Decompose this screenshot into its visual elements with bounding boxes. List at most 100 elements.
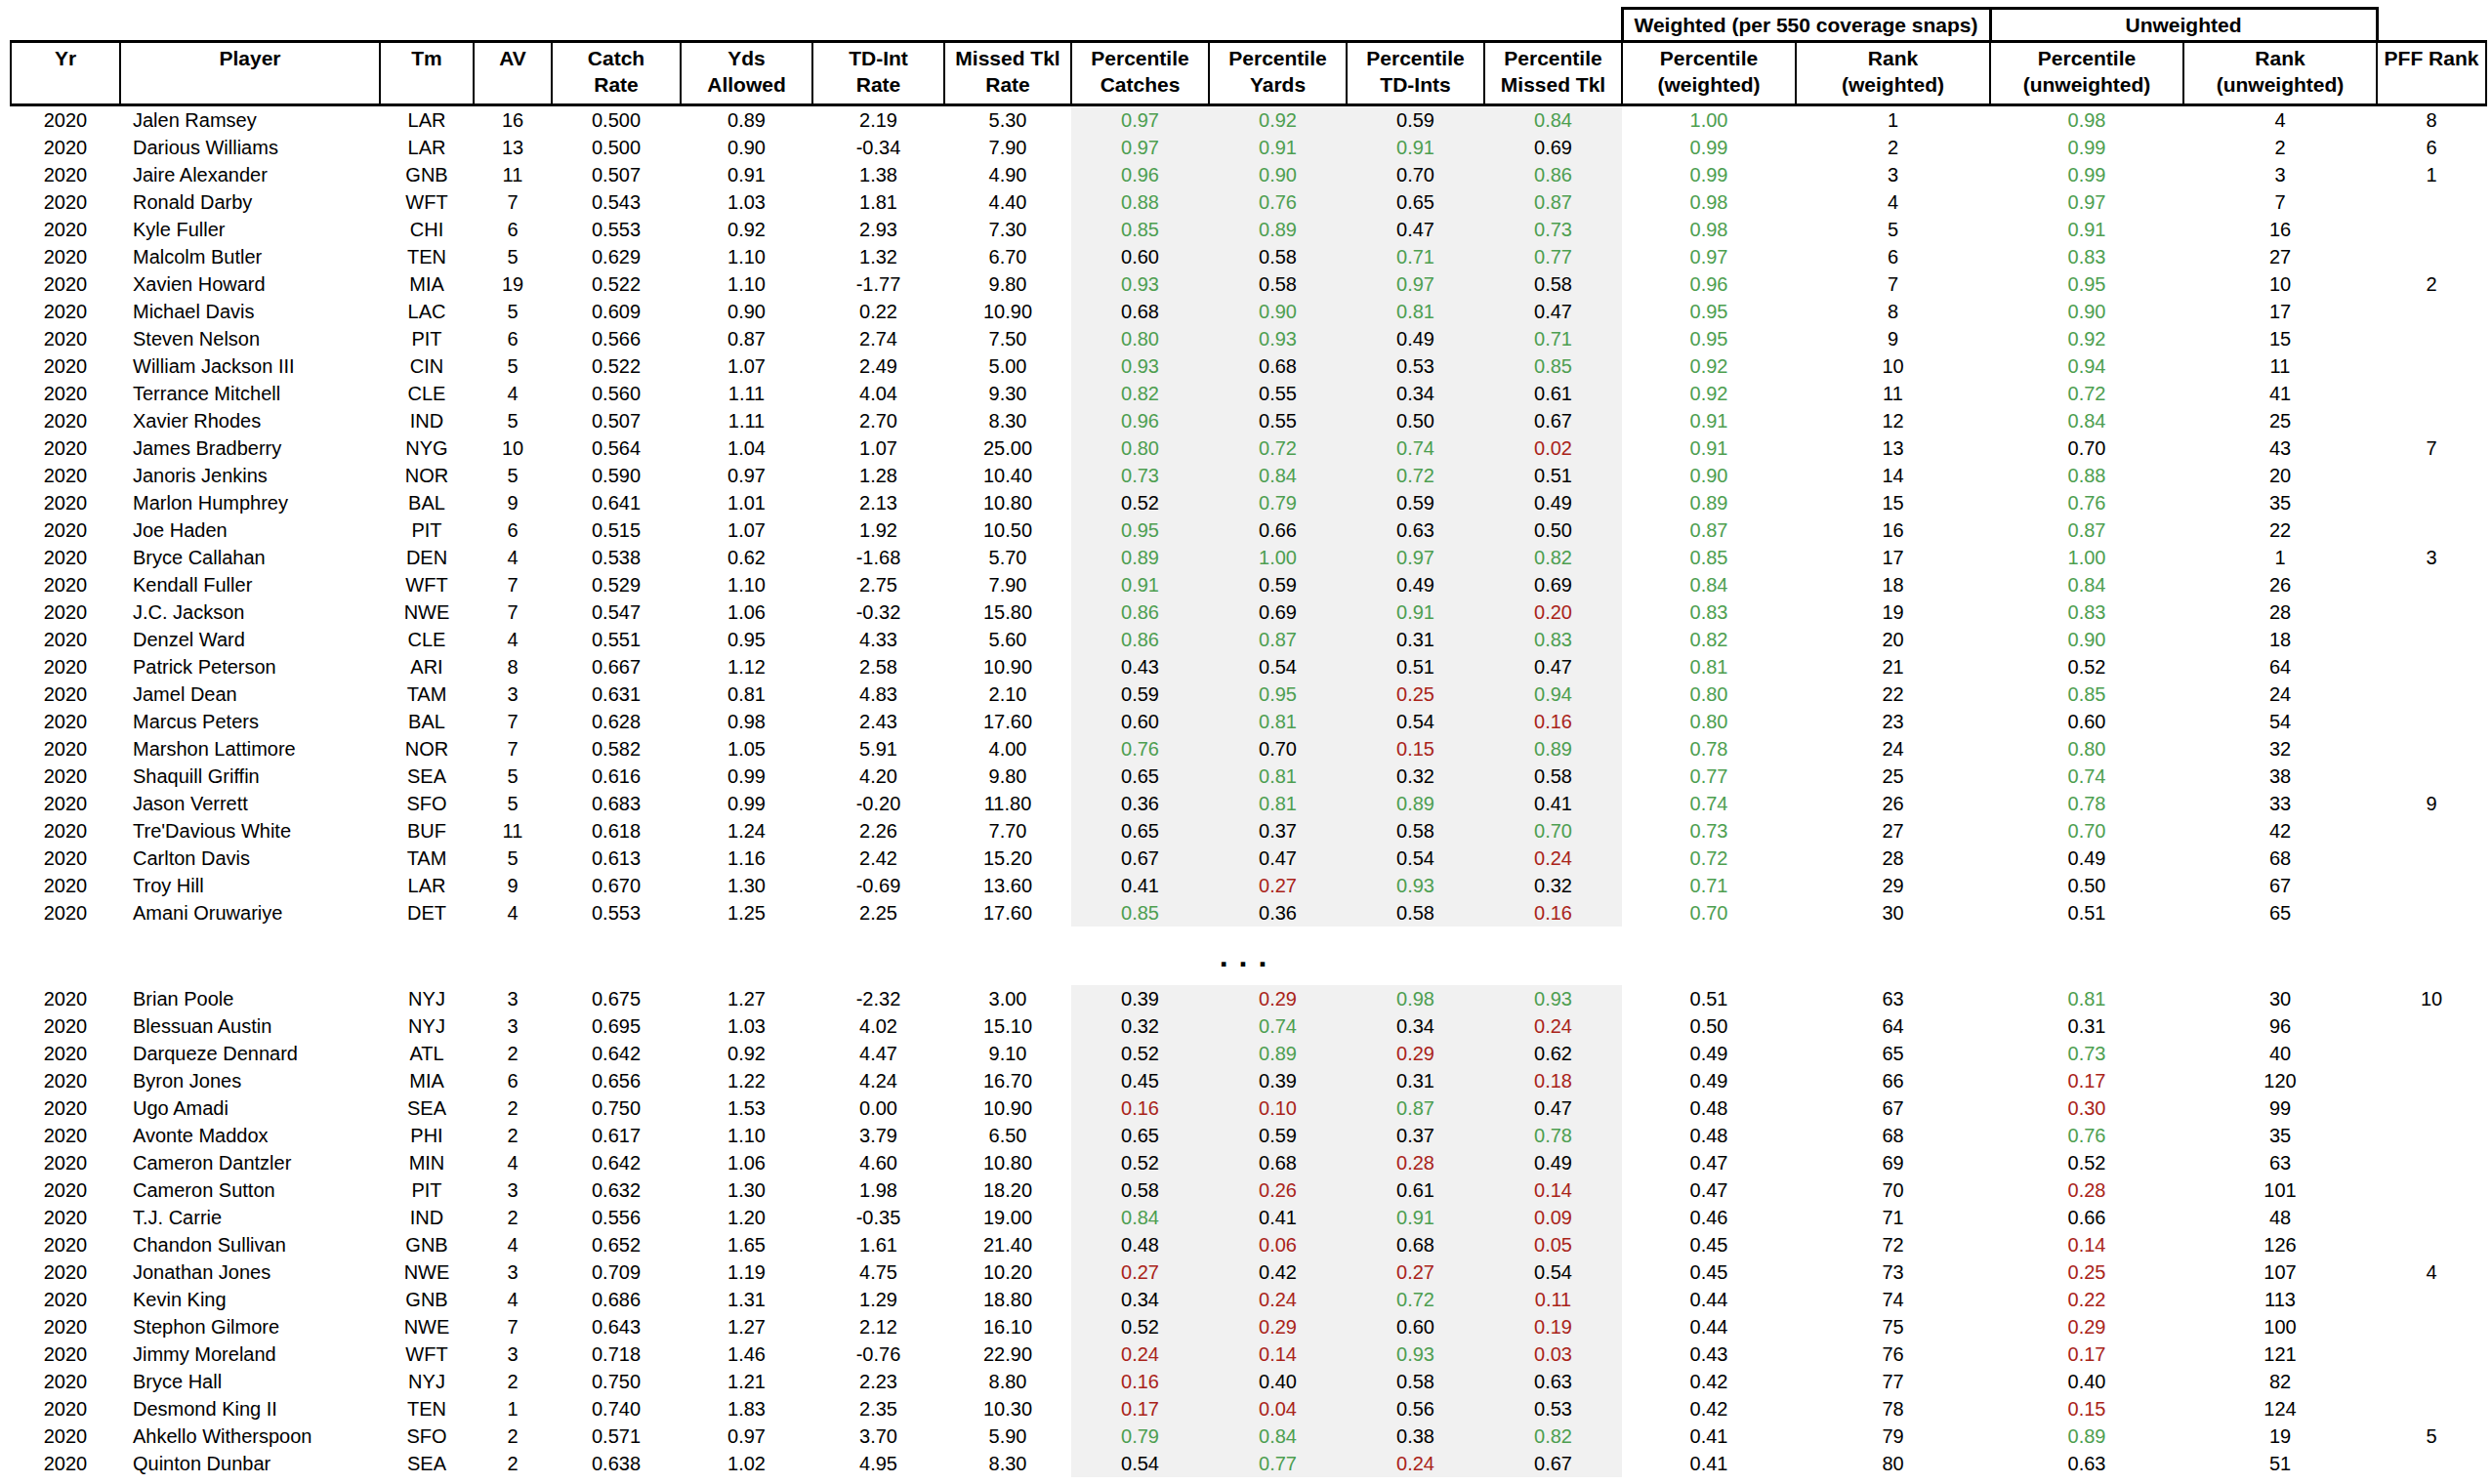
cell-player: Jamel Dean bbox=[120, 680, 380, 708]
cell-td-int-rate: -0.76 bbox=[812, 1340, 944, 1368]
cell-rank-weighted: 63 bbox=[1796, 985, 1990, 1012]
cell-catch-rate: 0.618 bbox=[552, 817, 681, 845]
cell-catch-rate: 0.500 bbox=[552, 105, 681, 135]
cell-pct-missed-tkl: 0.32 bbox=[1484, 872, 1622, 899]
cell-td-int-rate: 2.43 bbox=[812, 708, 944, 735]
cell-td-int-rate: 2.75 bbox=[812, 571, 944, 598]
cell-pct-yards: 0.27 bbox=[1209, 872, 1347, 899]
cell-player: Stephon Gilmore bbox=[120, 1313, 380, 1340]
cell-av: 7 bbox=[474, 708, 552, 735]
cell-av: 5 bbox=[474, 352, 552, 380]
cell-av: 4 bbox=[474, 899, 552, 927]
cell-rank-unweighted: 2 bbox=[2183, 134, 2377, 161]
cell-catch-rate: 0.638 bbox=[552, 1450, 681, 1477]
cell-pct-yards: 0.54 bbox=[1209, 653, 1347, 680]
table-row-bottom: 2020T.J. CarrieIND20.5561.20-0.3519.000.… bbox=[11, 1204, 2486, 1231]
cell-pct-td-ints: 0.91 bbox=[1347, 1204, 1484, 1231]
cell-pff-rank bbox=[2377, 489, 2486, 516]
cell-tm: SEA bbox=[380, 1450, 474, 1477]
cell-player: Jonathan Jones bbox=[120, 1258, 380, 1286]
cell-td-int-rate: 1.28 bbox=[812, 462, 944, 489]
cell-pct-catches: 0.65 bbox=[1071, 817, 1209, 845]
cell-yds-allowed-rate: 0.81 bbox=[681, 680, 812, 708]
cell-player: Jaire Alexander bbox=[120, 161, 380, 188]
cell-rank-unweighted: 51 bbox=[2183, 1450, 2377, 1477]
cell-missed-tkl-rate: 5.30 bbox=[944, 105, 1071, 135]
cell-pct-yards: 0.42 bbox=[1209, 1258, 1347, 1286]
cell-pct-catches: 0.95 bbox=[1071, 516, 1209, 544]
cell-pff-rank: 6 bbox=[2377, 134, 2486, 161]
cell-pct-weighted: 0.91 bbox=[1622, 434, 1796, 462]
cell-tm: GNB bbox=[380, 1231, 474, 1258]
cell-yds-allowed-rate: 1.03 bbox=[681, 1012, 812, 1040]
cell-td-int-rate: 4.20 bbox=[812, 763, 944, 790]
cell-pct-catches: 0.39 bbox=[1071, 985, 1209, 1012]
cell-av: 5 bbox=[474, 790, 552, 817]
cell-yds-allowed-rate: 0.99 bbox=[681, 763, 812, 790]
cell-rank-unweighted: 120 bbox=[2183, 1067, 2377, 1094]
cell-pct-yards: 0.81 bbox=[1209, 790, 1347, 817]
cell-td-int-rate: -0.69 bbox=[812, 872, 944, 899]
cell-pct-yards: 0.24 bbox=[1209, 1286, 1347, 1313]
cell-pct-yards: 0.81 bbox=[1209, 763, 1347, 790]
cell-pff-rank bbox=[2377, 598, 2486, 626]
column-header-pct-missed-tkl: Percentile Missed Tkl bbox=[1484, 42, 1622, 105]
cell-pct-yards: 0.77 bbox=[1209, 1450, 1347, 1477]
cell-td-int-rate: 2.49 bbox=[812, 352, 944, 380]
cell-av: 3 bbox=[474, 680, 552, 708]
cell-missed-tkl-rate: 5.60 bbox=[944, 626, 1071, 653]
column-header-td-int-rate: TD-Int Rate bbox=[812, 42, 944, 105]
cell-yds-allowed-rate: 1.25 bbox=[681, 899, 812, 927]
cell-av: 2 bbox=[474, 1450, 552, 1477]
cell-pct-weighted: 0.83 bbox=[1622, 598, 1796, 626]
cell-pct-missed-tkl: 0.20 bbox=[1484, 598, 1622, 626]
cell-missed-tkl-rate: 10.50 bbox=[944, 516, 1071, 544]
cell-missed-tkl-rate: 10.80 bbox=[944, 489, 1071, 516]
cell-rank-unweighted: 11 bbox=[2183, 352, 2377, 380]
cell-rank-unweighted: 7 bbox=[2183, 188, 2377, 216]
cell-tm: PIT bbox=[380, 325, 474, 352]
cell-pct-missed-tkl: 0.50 bbox=[1484, 516, 1622, 544]
cell-td-int-rate: -0.20 bbox=[812, 790, 944, 817]
cell-td-int-rate: 2.12 bbox=[812, 1313, 944, 1340]
cell-pct-weighted: 0.50 bbox=[1622, 1012, 1796, 1040]
cell-player: Xavien Howard bbox=[120, 270, 380, 298]
cell-rank-unweighted: 38 bbox=[2183, 763, 2377, 790]
cell-pct-weighted: 0.51 bbox=[1622, 985, 1796, 1012]
cell-player: Marlon Humphrey bbox=[120, 489, 380, 516]
cell-yr: 2020 bbox=[11, 1094, 120, 1122]
cell-pct-catches: 0.34 bbox=[1071, 1286, 1209, 1313]
cell-yds-allowed-rate: 0.92 bbox=[681, 216, 812, 243]
cell-pct-missed-tkl: 0.54 bbox=[1484, 1258, 1622, 1286]
table-row-bottom: 2020Stephon GilmoreNWE70.6431.272.1216.1… bbox=[11, 1313, 2486, 1340]
cell-yds-allowed-rate: 1.06 bbox=[681, 598, 812, 626]
cell-pct-td-ints: 0.74 bbox=[1347, 434, 1484, 462]
cell-pct-missed-tkl: 0.77 bbox=[1484, 243, 1622, 270]
cell-pct-unweighted: 0.87 bbox=[1990, 516, 2183, 544]
cell-missed-tkl-rate: 16.10 bbox=[944, 1313, 1071, 1340]
cell-td-int-rate: 2.19 bbox=[812, 105, 944, 135]
cell-pct-td-ints: 0.72 bbox=[1347, 1286, 1484, 1313]
cell-rank-weighted: 7 bbox=[1796, 270, 1990, 298]
cell-av: 11 bbox=[474, 161, 552, 188]
cell-pct-yards: 0.06 bbox=[1209, 1231, 1347, 1258]
cell-tm: NWE bbox=[380, 598, 474, 626]
cell-catch-rate: 0.617 bbox=[552, 1122, 681, 1149]
cell-tm: ARI bbox=[380, 653, 474, 680]
cell-tm: WFT bbox=[380, 1340, 474, 1368]
cell-pct-yards: 0.59 bbox=[1209, 571, 1347, 598]
cell-tm: WFT bbox=[380, 571, 474, 598]
cell-av: 2 bbox=[474, 1204, 552, 1231]
cell-catch-rate: 0.642 bbox=[552, 1040, 681, 1067]
cell-pct-missed-tkl: 0.87 bbox=[1484, 188, 1622, 216]
cell-yr: 2020 bbox=[11, 352, 120, 380]
cell-av: 4 bbox=[474, 1286, 552, 1313]
cell-td-int-rate: 4.60 bbox=[812, 1149, 944, 1176]
cell-player: Darqueze Dennard bbox=[120, 1040, 380, 1067]
cell-rank-weighted: 6 bbox=[1796, 243, 1990, 270]
table-row-top: 2020Marlon HumphreyBAL90.6411.012.1310.8… bbox=[11, 489, 2486, 516]
cell-pct-catches: 0.32 bbox=[1071, 1012, 1209, 1040]
cell-av: 4 bbox=[474, 1231, 552, 1258]
cell-catch-rate: 0.538 bbox=[552, 544, 681, 571]
cell-tm: MIA bbox=[380, 1067, 474, 1094]
